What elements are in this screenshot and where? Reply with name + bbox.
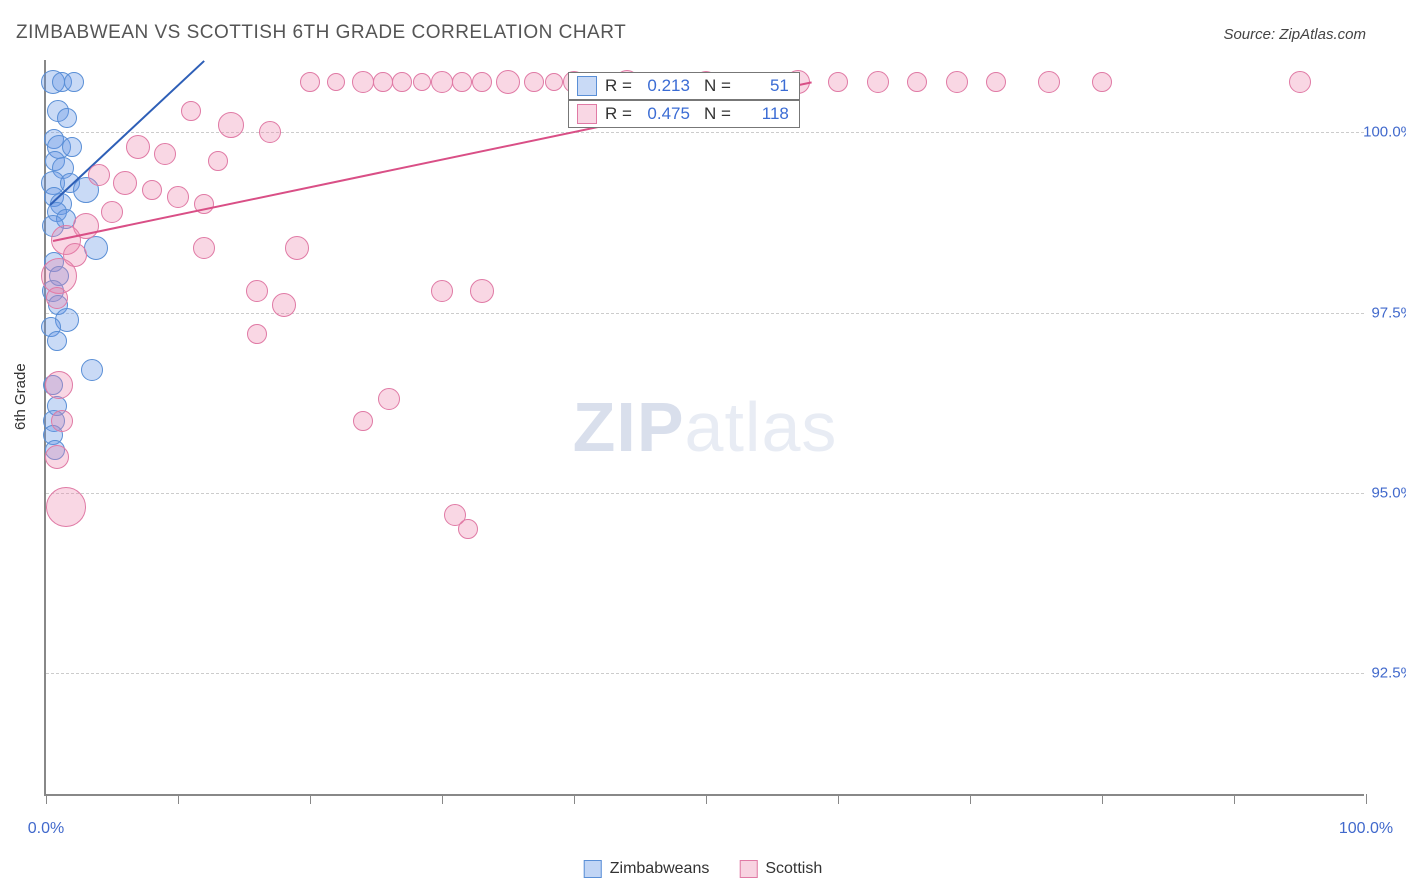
gridline — [46, 132, 1364, 133]
chart-plot-area: ZIPatlas 92.5%95.0%97.5%100.0%0.0%100.0%… — [44, 60, 1364, 796]
correlation-box-zimbabweans: R = 0.213 N = 51 — [568, 72, 800, 100]
x-tick — [1234, 794, 1235, 804]
legend-item: Scottish — [739, 860, 822, 878]
data-point-scottish — [46, 487, 86, 527]
data-point-zimbabweans — [84, 236, 108, 260]
legend-swatch — [584, 860, 602, 878]
watermark: ZIPatlas — [573, 387, 838, 467]
data-point-scottish — [300, 72, 320, 92]
legend: Zimbabweans Scottish — [584, 860, 823, 878]
data-point-scottish — [246, 280, 268, 302]
corr-r-value: 0.213 — [640, 76, 690, 96]
data-point-scottish — [154, 143, 176, 165]
y-tick-label: 92.5% — [1354, 665, 1406, 682]
data-point-scottish — [1038, 71, 1060, 93]
data-point-scottish — [470, 279, 494, 303]
legend-item: Zimbabweans — [584, 860, 710, 878]
legend-label: Zimbabweans — [610, 860, 710, 878]
correlation-box-scottish: R = 0.475 N = 118 — [568, 100, 800, 128]
data-point-scottish — [373, 72, 393, 92]
data-point-scottish — [88, 164, 110, 186]
data-point-scottish — [472, 72, 492, 92]
data-point-scottish — [413, 73, 431, 91]
data-point-zimbabweans — [81, 359, 103, 381]
gridline — [46, 313, 1364, 314]
data-point-scottish — [247, 324, 267, 344]
data-point-scottish — [828, 72, 848, 92]
data-point-scottish — [452, 72, 472, 92]
y-tick-label: 100.0% — [1354, 124, 1406, 141]
corr-r-label: R = — [605, 76, 632, 96]
corr-n-value: 118 — [739, 104, 789, 124]
data-point-scottish — [545, 73, 563, 91]
data-point-zimbabweans — [64, 72, 84, 92]
corr-n-value: 51 — [739, 76, 789, 96]
source-attribution: Source: ZipAtlas.com — [1223, 26, 1366, 43]
legend-swatch — [739, 860, 757, 878]
data-point-scottish — [524, 72, 544, 92]
data-point-scottish — [1092, 72, 1112, 92]
data-point-scottish — [259, 121, 281, 143]
data-point-scottish — [45, 445, 69, 469]
data-point-scottish — [113, 171, 137, 195]
data-point-scottish — [45, 371, 73, 399]
x-tick — [706, 794, 707, 804]
data-point-scottish — [431, 71, 453, 93]
x-tick — [310, 794, 311, 804]
data-point-scottish — [431, 280, 453, 302]
chart-title: ZIMBABWEAN VS SCOTTISH 6TH GRADE CORRELA… — [16, 22, 626, 44]
data-point-zimbabweans — [62, 137, 82, 157]
corr-swatch-scottish — [577, 104, 597, 124]
data-point-zimbabweans — [57, 108, 77, 128]
y-tick-label: 97.5% — [1354, 304, 1406, 321]
data-point-scottish — [126, 135, 150, 159]
data-point-scottish — [167, 186, 189, 208]
data-point-scottish — [1289, 71, 1311, 93]
x-tick — [442, 794, 443, 804]
data-point-scottish — [327, 73, 345, 91]
data-point-scottish — [181, 101, 201, 121]
watermark-atlas: atlas — [685, 388, 838, 466]
data-point-scottish — [907, 72, 927, 92]
x-tick — [1366, 794, 1367, 804]
data-point-scottish — [218, 112, 244, 138]
data-point-scottish — [458, 519, 478, 539]
x-tick — [574, 794, 575, 804]
data-point-scottish — [285, 236, 309, 260]
gridline — [46, 673, 1364, 674]
y-axis-label: 6th Grade — [12, 363, 29, 430]
legend-label: Scottish — [765, 860, 822, 878]
data-point-scottish — [352, 71, 374, 93]
watermark-zip: ZIP — [573, 388, 685, 466]
x-tick-label: 100.0% — [1339, 820, 1393, 838]
x-tick — [838, 794, 839, 804]
data-point-scottish — [51, 410, 73, 432]
data-point-scottish — [101, 201, 123, 223]
data-point-scottish — [142, 180, 162, 200]
corr-swatch-zimbabweans — [577, 76, 597, 96]
corr-n-label: N = — [704, 76, 731, 96]
data-point-scottish — [46, 287, 68, 309]
x-tick — [1102, 794, 1103, 804]
corr-n-label: N = — [704, 104, 731, 124]
data-point-scottish — [378, 388, 400, 410]
y-tick-label: 95.0% — [1354, 484, 1406, 501]
data-point-zimbabweans — [47, 331, 67, 351]
data-point-scottish — [946, 71, 968, 93]
data-point-scottish — [986, 72, 1006, 92]
data-point-scottish — [867, 71, 889, 93]
x-tick — [178, 794, 179, 804]
data-point-scottish — [496, 70, 520, 94]
data-point-scottish — [208, 151, 228, 171]
data-point-scottish — [193, 237, 215, 259]
gridline — [46, 493, 1364, 494]
x-tick-label: 0.0% — [28, 820, 64, 838]
x-tick — [970, 794, 971, 804]
corr-r-label: R = — [605, 104, 632, 124]
x-tick — [46, 794, 47, 804]
data-point-scottish — [353, 411, 373, 431]
data-point-scottish — [392, 72, 412, 92]
data-point-scottish — [272, 293, 296, 317]
corr-r-value: 0.475 — [640, 104, 690, 124]
